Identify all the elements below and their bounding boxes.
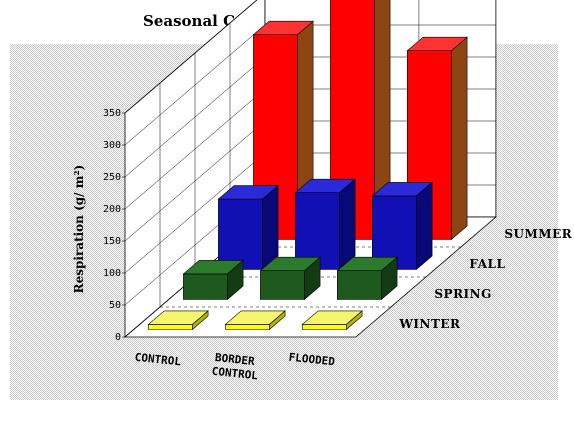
bar-spring-3 xyxy=(336,256,398,301)
bar-group xyxy=(147,0,468,331)
y-tick-label: 100 xyxy=(103,268,121,279)
bar-top xyxy=(259,256,321,272)
bar-top xyxy=(147,310,209,325)
y-tick-label: 0 xyxy=(115,332,121,343)
x-category-label: BORDER xyxy=(214,351,255,368)
season-label-spring: SPRING xyxy=(434,287,492,301)
y-tick-label: 200 xyxy=(103,204,121,215)
axis-labels: CONTROL BORDERCONTROLFLOODEDWINTERSPRINGF… xyxy=(134,227,572,383)
y-tick-label: 150 xyxy=(103,236,121,247)
x-category-label: CONTROL xyxy=(134,351,182,369)
bar-front xyxy=(148,324,193,330)
y-tick-label: 250 xyxy=(103,172,121,183)
bar-side xyxy=(450,36,468,241)
bar-front xyxy=(218,198,263,270)
y-tick-label: 300 xyxy=(103,140,121,151)
season-label-summer: SUMMER xyxy=(504,227,572,241)
bar-front xyxy=(183,273,228,300)
y-axis-label: Respiration (g/ m²) xyxy=(72,165,86,294)
season-label-winter: WINTER xyxy=(398,317,461,331)
bar-winter-3 xyxy=(301,310,363,331)
bar-top xyxy=(371,182,433,197)
bar-fall-1 xyxy=(217,184,279,271)
bar-fall-3 xyxy=(371,181,433,271)
bar-winter-1 xyxy=(147,310,209,331)
bar-top xyxy=(224,310,286,325)
bar-top xyxy=(301,310,363,325)
bar-fall-2 xyxy=(294,178,356,271)
bar-top xyxy=(182,260,244,275)
season-label-fall: FALL xyxy=(469,257,505,271)
bar-side xyxy=(339,178,356,271)
bar-winter-2 xyxy=(224,310,286,331)
x-category-label: FLOODED xyxy=(288,351,336,369)
x-category-label: CONTROL xyxy=(211,365,259,383)
bar-front xyxy=(336,270,382,300)
bar-side xyxy=(415,181,433,271)
bar-spring-2 xyxy=(259,256,321,301)
bar-front xyxy=(260,270,305,300)
bar-front xyxy=(225,324,270,330)
bar-top xyxy=(406,36,468,52)
gridline xyxy=(124,0,258,114)
bar-side xyxy=(262,184,279,271)
bar-top xyxy=(294,178,356,193)
bar-front xyxy=(301,324,347,330)
y-tick-label: 50 xyxy=(109,300,121,311)
bar-top xyxy=(252,20,314,36)
y-tick-label: 350 xyxy=(103,108,121,119)
bar-spring-1 xyxy=(182,259,244,301)
bar-top xyxy=(336,256,398,272)
bar-top xyxy=(217,185,279,200)
